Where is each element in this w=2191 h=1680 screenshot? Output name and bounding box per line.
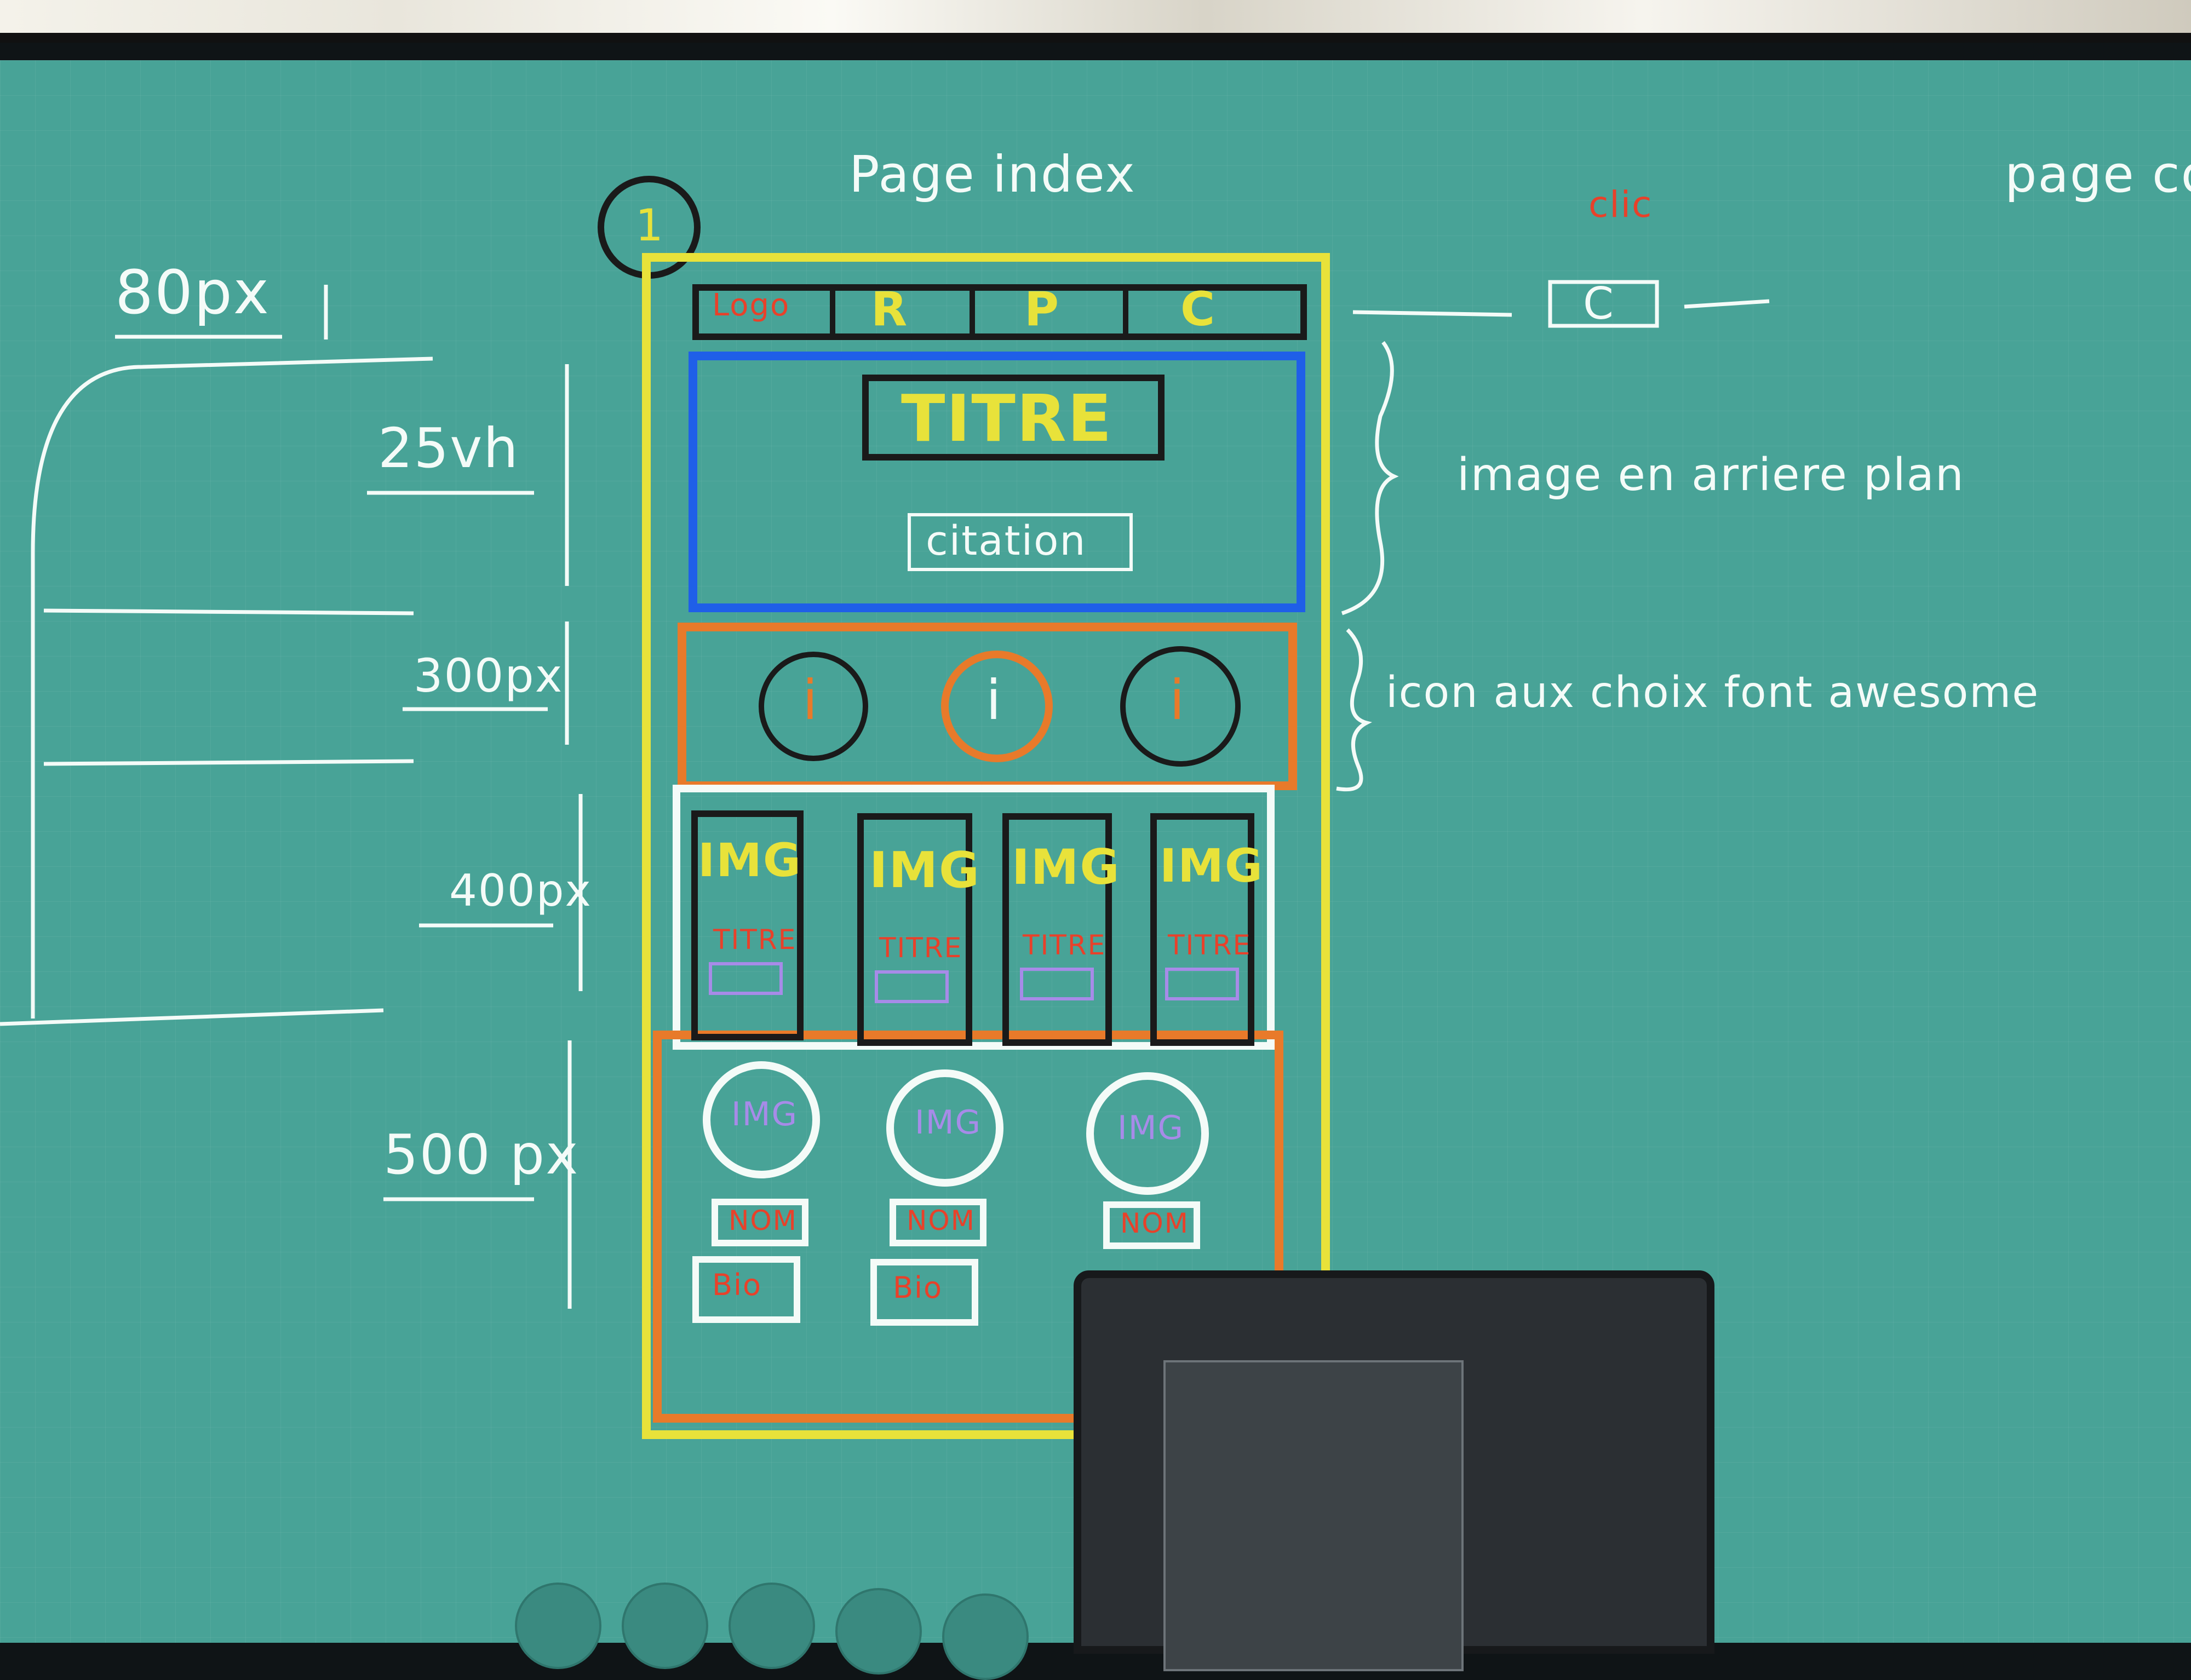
badge-number: 1 xyxy=(635,200,664,251)
team-bio-2: Bio xyxy=(893,1270,943,1305)
team-img-3: IMG xyxy=(1117,1109,1184,1147)
nav-item-c: C xyxy=(1180,282,1217,337)
measure-500px: 500 px xyxy=(383,1123,580,1187)
toolbar-pen-icon[interactable] xyxy=(515,1583,601,1669)
card-title: TITRE xyxy=(879,932,963,964)
click-button-label: C xyxy=(1583,278,1615,329)
card-3: IMG TITRE xyxy=(1002,813,1120,1046)
icon-label-3: i xyxy=(1169,668,1186,732)
whiteboard: Page index page co 1 80px 25vh 300px 400… xyxy=(0,60,2191,1680)
card-text-box xyxy=(709,962,783,995)
icon-label-1: i xyxy=(802,668,819,732)
nav-logo: Logo xyxy=(712,287,790,323)
nav-item-r: R xyxy=(871,282,909,337)
card-img: IMG xyxy=(869,842,980,899)
hero-title: TITRE xyxy=(901,381,1113,456)
outer-frame xyxy=(642,253,1330,1439)
card-2: IMG TITRE xyxy=(857,813,979,1046)
ceiling xyxy=(0,0,2191,43)
team-name-3: NOM xyxy=(1120,1207,1189,1239)
measure-80px: 80px xyxy=(115,257,270,327)
card-1: IMG TITRE xyxy=(691,810,804,1040)
card-title: TITRE xyxy=(1168,929,1252,961)
team-name-1: NOM xyxy=(729,1205,798,1236)
icon-label-2: i xyxy=(986,668,1002,732)
card-img: IMG xyxy=(698,833,802,887)
measure-400px: 400px xyxy=(449,865,592,916)
hero-note: image en arriere plan xyxy=(1457,449,1965,501)
laptop xyxy=(1074,1270,1714,1671)
card-text-box xyxy=(1020,968,1094,1000)
hero-quote: citation xyxy=(926,517,1087,565)
laptop-screen xyxy=(1163,1360,1464,1671)
icons-note: icon aux choix font awesome xyxy=(1386,668,2040,717)
card-img: IMG xyxy=(1012,839,1121,895)
team-name-2: NOM xyxy=(907,1205,976,1236)
nav-item-p: P xyxy=(1024,282,1060,337)
card-4: IMG TITRE xyxy=(1150,813,1263,1046)
nav-bar xyxy=(692,284,1307,340)
toolbar-pages-icon[interactable] xyxy=(942,1593,1029,1680)
card-text-box xyxy=(875,970,949,1003)
measure-300px: 300px xyxy=(414,649,564,703)
card-title: TITRE xyxy=(1023,929,1106,961)
page-title: Page index xyxy=(849,145,1136,204)
card-img: IMG xyxy=(1160,839,1264,893)
team-img-2: IMG xyxy=(915,1103,982,1142)
card-title: TITRE xyxy=(713,924,797,956)
toolbar-marker-icon[interactable] xyxy=(622,1583,708,1669)
click-note: clic xyxy=(1588,183,1653,226)
toolbar-pointer-icon[interactable] xyxy=(835,1588,922,1675)
team-bio-1: Bio xyxy=(712,1268,762,1302)
measure-25vh: 25vh xyxy=(378,416,519,480)
team-img-1: IMG xyxy=(731,1095,798,1134)
toolbar-highlighter-icon[interactable] xyxy=(729,1583,815,1669)
other-page-title: page co xyxy=(2005,145,2191,204)
cards-box xyxy=(673,785,1275,1050)
card-text-box xyxy=(1165,968,1239,1000)
hero-box xyxy=(689,352,1305,612)
